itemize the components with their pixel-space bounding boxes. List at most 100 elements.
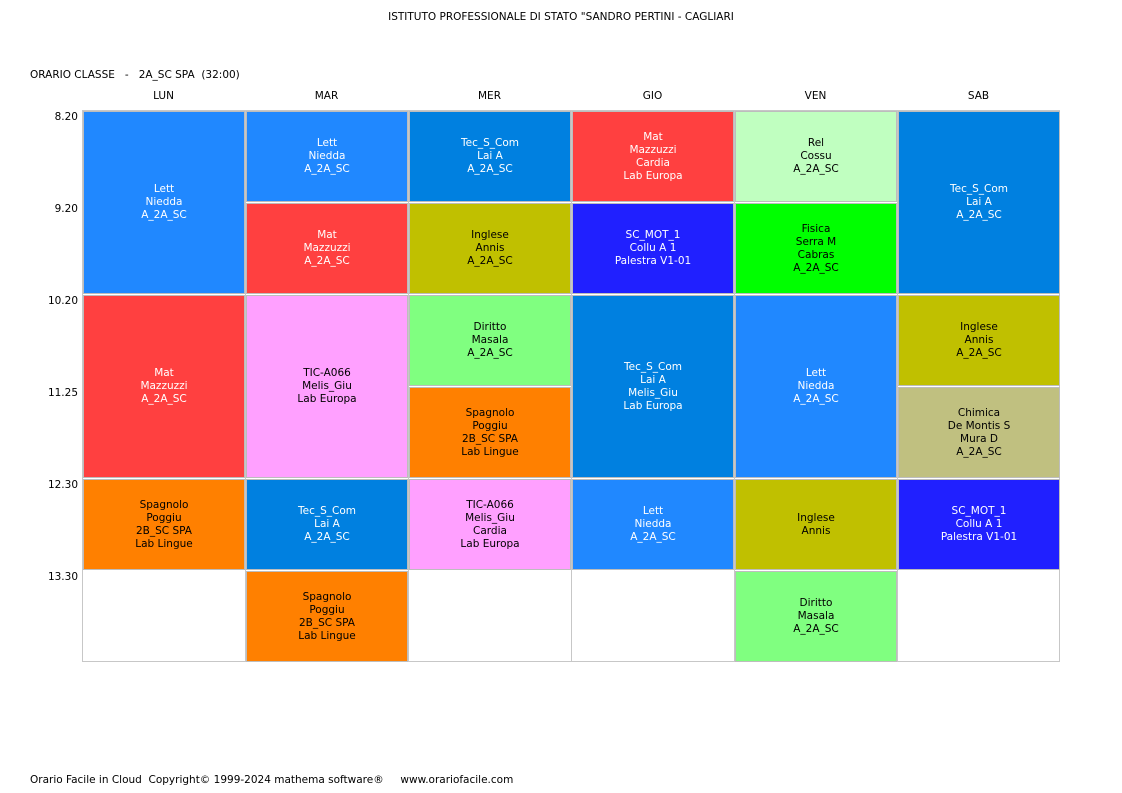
lesson-text-line: Niedda [145, 196, 183, 208]
lesson-sab-2[interactable]: Inglese Annis A_2A_SC [898, 295, 1060, 386]
lesson-text-line: 2B_SC SPA [462, 432, 518, 445]
lesson-text-line: Melis_Giu [302, 380, 352, 392]
lesson-text-line: Palestra V1-01 [614, 255, 692, 267]
time-label: 11.25 [47, 387, 78, 399]
day-header-mar: MAR [314, 90, 339, 102]
lesson-text-line: Lab Europa [623, 399, 683, 412]
lesson-text-line: Melis_Giu [628, 386, 678, 399]
grid-divider [571, 110, 572, 662]
lesson-text-line: Chimica [957, 406, 1001, 419]
lesson-lun-3[interactable]: Spagnolo Poggiu 2B_SC SPA Lab Lingue [83, 479, 245, 570]
lesson-mer-2[interactable]: Inglese Annis A_2A_SC [409, 203, 571, 294]
lesson-lun-2[interactable]: Mat Mazzuzzi A_2A_SC [83, 295, 245, 478]
lesson-text-line: A_2A_SC [467, 255, 513, 267]
lesson-text-line: Diritto [473, 321, 507, 333]
lesson-sab-4[interactable]: SC_MOT_1 Collu A 1 Palestra V1-01 [898, 479, 1060, 570]
day-header-mer: MER [478, 90, 501, 102]
lesson-ven-3[interactable]: Lett Niedda A_2A_SC [735, 295, 897, 478]
footer-copyright: Orario Facile in Cloud Copyright© 1999-2… [30, 774, 514, 786]
lesson-text-line: Lai A [314, 518, 340, 530]
lesson-mar-2[interactable]: Mat Mazzuzzi A_2A_SC [246, 203, 408, 294]
lesson-text-line: TIC-A066 [466, 498, 514, 511]
lesson-text-line: Mazzuzzi [629, 143, 677, 156]
lesson-ven-5[interactable]: Diritto Masala A_2A_SC [735, 571, 897, 662]
lesson-text-line: A_2A_SC [956, 347, 1002, 359]
lesson-text-line: Lai A [640, 373, 666, 386]
lesson-text-line: Lab Lingue [298, 629, 356, 642]
lesson-text-line: Melis_Giu [465, 511, 515, 524]
lesson-text-line: Mura D [960, 432, 998, 445]
lesson-text-line: Mat [154, 367, 174, 379]
lesson-text-line: Diritto [799, 597, 833, 609]
lesson-text-line: Lai A [966, 196, 992, 208]
lesson-text-line: A_2A_SC [956, 445, 1002, 458]
lesson-text-line: Lett [153, 183, 175, 195]
time-label: 10.20 [47, 295, 78, 307]
lesson-mar-3[interactable]: TIC-A066 Melis_Giu Lab Europa [246, 295, 408, 478]
lesson-text-line: A_2A_SC [956, 209, 1002, 221]
lesson-text-line: Niedda [634, 518, 672, 530]
lesson-ven-2[interactable]: Fisica Serra M Cabras A_2A_SC [735, 203, 897, 294]
lesson-text-line: A_2A_SC [304, 163, 350, 175]
lesson-gio-1[interactable]: Mat Mazzuzzi Cardia Lab Europa [572, 111, 734, 202]
lesson-text-line: Poggiu [146, 511, 182, 524]
lesson-text-line: Lab Europa [460, 537, 520, 550]
school-title: ISTITUTO PROFESSIONALE DI STATO "SANDRO … [388, 11, 734, 23]
lesson-mar-4[interactable]: Tec_S_Com Lai A A_2A_SC [246, 479, 408, 570]
lesson-mar-5[interactable]: Spagnolo Poggiu 2B_SC SPA Lab Lingue [246, 571, 408, 662]
lesson-text-line: Spagnolo [302, 590, 352, 603]
lesson-text-line: Collu A 1 [955, 518, 1003, 530]
lesson-sab-1[interactable]: Tec_S_Com Lai A A_2A_SC [898, 111, 1060, 294]
lesson-text-line: Tec_S_Com [297, 505, 356, 517]
lesson-gio-4[interactable]: Lett Niedda A_2A_SC [572, 479, 734, 570]
lesson-text-line: SC_MOT_1 [625, 229, 681, 241]
lesson-text-line: A_2A_SC [304, 255, 350, 267]
lesson-text-line: Tec_S_Com [460, 137, 519, 149]
lesson-text-line: A_2A_SC [793, 393, 839, 405]
lesson-text-line: 2B_SC SPA [136, 524, 192, 537]
lesson-text-line: Lett [316, 137, 338, 149]
lesson-text-line: Lai A [477, 150, 503, 162]
time-label: 8.20 [54, 111, 78, 123]
lesson-text-line: Tec_S_Com [623, 360, 682, 373]
lesson-text-line: A_2A_SC [467, 347, 513, 359]
day-header-gio: GIO [642, 90, 663, 102]
lesson-text-line: Lab Lingue [135, 537, 193, 550]
lesson-text-line: A_2A_SC [304, 531, 350, 543]
lesson-ven-4[interactable]: Inglese Annis [735, 479, 897, 570]
grid-divider [897, 110, 898, 662]
lesson-text-line: A_2A_SC [141, 393, 187, 405]
lesson-text-line: Spagnolo [139, 498, 189, 511]
lesson-text-line: Annis [964, 334, 994, 346]
lesson-mar-1[interactable]: Lett Niedda A_2A_SC [246, 111, 408, 202]
lesson-text-line: Inglese [960, 321, 998, 333]
lesson-text-line: Tec_S_Com [949, 183, 1008, 195]
lesson-mer-3[interactable]: Diritto Masala A_2A_SC [409, 295, 571, 386]
lesson-text-line: 2B_SC SPA [299, 616, 355, 629]
lesson-sab-3[interactable]: Chimica De Montis S Mura D A_2A_SC [898, 387, 1060, 478]
lesson-gio-2[interactable]: SC_MOT_1 Collu A 1 Palestra V1-01 [572, 203, 734, 294]
lesson-text-line: Cardia [473, 524, 507, 537]
lesson-text-line: A_2A_SC [141, 209, 187, 221]
lesson-text-line: A_2A_SC [467, 163, 513, 175]
lesson-mer-5[interactable]: TIC-A066 Melis_Giu Cardia Lab Europa [409, 479, 571, 570]
lesson-mer-1[interactable]: Tec_S_Com Lai A A_2A_SC [409, 111, 571, 202]
lesson-mer-4[interactable]: Spagnolo Poggiu 2B_SC SPA Lab Lingue [409, 387, 571, 478]
lesson-text-line: Poggiu [472, 419, 508, 432]
lesson-text-line: Mat [643, 130, 663, 143]
lesson-text-line: Inglese [471, 229, 509, 241]
time-label: 12.30 [47, 479, 78, 491]
lesson-text-line: Lab Lingue [461, 445, 519, 458]
lesson-gio-3[interactable]: Tec_S_Com Lai A Melis_Giu Lab Europa [572, 295, 734, 478]
lesson-ven-1[interactable]: Rel Cossu A_2A_SC [735, 111, 897, 202]
lesson-lun-1[interactable]: Lett Niedda A_2A_SC [83, 111, 245, 294]
lesson-text-line: Cabras [797, 248, 835, 261]
lesson-text-line: Lab Europa [297, 393, 357, 405]
lesson-text-line: Mazzuzzi [303, 242, 351, 254]
lesson-text-line: SC_MOT_1 [951, 505, 1007, 517]
grid-divider [408, 110, 409, 662]
time-label: 13.30 [47, 571, 78, 583]
lesson-text-line: Annis [475, 242, 505, 254]
lesson-text-line: Collu A 1 [629, 242, 677, 254]
lesson-text-line: Masala [471, 334, 509, 346]
